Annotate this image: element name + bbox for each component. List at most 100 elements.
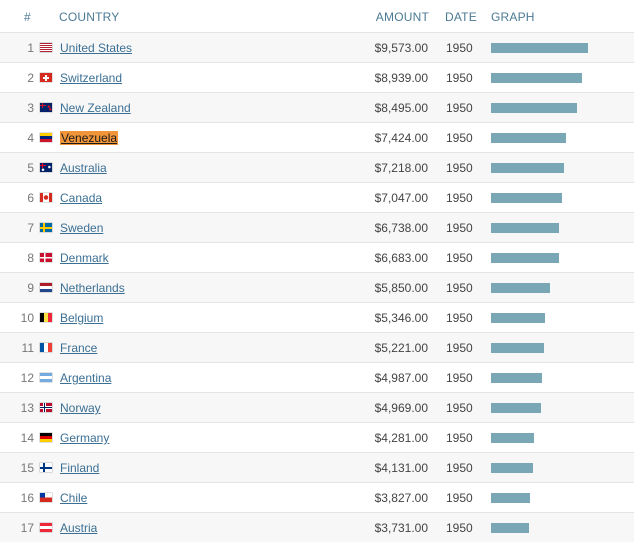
rank-cell: 16	[20, 491, 34, 505]
graph-bar	[491, 253, 559, 263]
country-link[interactable]: United States	[60, 41, 133, 55]
rank-cell: 14	[20, 431, 34, 445]
table-row: 13 Norway $4,969.00 1950	[0, 392, 634, 422]
graph-bar	[491, 373, 542, 383]
amount-cell: $4,969.00	[374, 401, 428, 415]
rank-cell: 2	[27, 71, 34, 85]
amount-cell: $4,281.00	[374, 431, 428, 445]
flag-fr-icon	[40, 343, 52, 352]
country-link[interactable]: Netherlands	[60, 281, 125, 295]
country-link[interactable]: New Zealand	[60, 101, 131, 115]
country-link[interactable]: Finland	[60, 461, 100, 475]
country-link[interactable]: Sweden	[60, 221, 104, 235]
table-row: 1 United States $9,573.00 1950	[0, 32, 634, 62]
rank-cell: 7	[27, 221, 34, 235]
amount-cell: $7,047.00	[374, 191, 428, 205]
graph-bar	[491, 313, 545, 323]
flag-nz-icon	[40, 103, 52, 112]
date-cell: 1950	[446, 281, 473, 295]
graph-bar	[491, 103, 577, 113]
flag-de-icon	[40, 433, 52, 442]
flag-no-icon	[40, 403, 52, 412]
country-link[interactable]: Germany	[60, 431, 110, 445]
country-link[interactable]: Argentina	[60, 371, 112, 385]
header-date[interactable]: DATE	[445, 10, 477, 24]
date-cell: 1950	[446, 311, 473, 325]
graph-bar	[491, 133, 566, 143]
date-cell: 1950	[446, 371, 473, 385]
date-cell: 1950	[446, 101, 473, 115]
flag-cl-icon	[40, 493, 52, 502]
country-link[interactable]: Switzerland	[60, 71, 123, 85]
graph-bar	[491, 493, 530, 503]
table-row: 12 Argentina $4,987.00 1950	[0, 362, 634, 392]
flag-dk-icon	[40, 253, 52, 262]
country-link[interactable]: Chile	[60, 491, 88, 505]
rank-cell: 11	[21, 341, 34, 355]
amount-cell: $7,424.00	[374, 131, 428, 145]
country-link[interactable]: Austria	[60, 521, 98, 535]
table-row: 2 Switzerland $8,939.00 1950	[0, 62, 634, 92]
amount-cell: $4,987.00	[374, 371, 428, 385]
table-body: 1 United States $9,573.00 1950 2 Switzerland $…	[0, 32, 634, 542]
graph-bar	[491, 433, 534, 443]
header-amount[interactable]: AMOUNT	[375, 10, 429, 24]
table-row: 7 Sweden $6,738.00 1950	[0, 212, 634, 242]
graph-bar	[491, 403, 541, 413]
graph-bar	[491, 343, 544, 353]
flag-us-icon	[40, 43, 52, 52]
header-rank[interactable]: #	[24, 10, 31, 24]
graph-bar	[491, 193, 562, 203]
rank-cell: 4	[27, 131, 34, 145]
rank-cell: 8	[27, 251, 34, 265]
country-link[interactable]: Norway	[60, 401, 101, 415]
amount-cell: $5,346.00	[374, 311, 428, 325]
amount-cell: $3,731.00	[374, 521, 428, 535]
flag-nl-icon	[40, 283, 52, 292]
graph-bar	[491, 523, 529, 533]
flag-ca-icon	[40, 193, 52, 202]
flag-ve-icon	[40, 133, 52, 142]
rank-cell: 13	[20, 401, 34, 415]
date-cell: 1950	[446, 221, 473, 235]
country-link[interactable]: Belgium	[60, 311, 104, 325]
table-row: 5 Australia $7,218.00 1950	[0, 152, 634, 182]
amount-cell: $9,573.00	[374, 41, 428, 55]
table-row: 8 Denmark $6,683.00 1950	[0, 242, 634, 272]
flag-au-icon	[40, 163, 52, 172]
table-row: 15 Finland $4,131.00 1950	[0, 452, 634, 482]
amount-cell: $5,850.00	[374, 281, 428, 295]
flag-at-icon	[40, 523, 52, 532]
rank-cell: 12	[20, 371, 34, 385]
amount-cell: $4,131.00	[374, 461, 428, 475]
table-row: 14 Germany $4,281.00 1950	[0, 422, 634, 452]
date-cell: 1950	[446, 161, 473, 175]
date-cell: 1950	[446, 521, 473, 535]
amount-cell: $6,683.00	[374, 251, 428, 265]
date-cell: 1950	[446, 191, 473, 205]
amount-cell: $7,218.00	[374, 161, 428, 175]
country-link[interactable]: Denmark	[60, 251, 109, 265]
country-link[interactable]: Canada	[60, 191, 103, 205]
header-country[interactable]: COUNTRY	[59, 10, 120, 24]
graph-bar	[491, 163, 564, 173]
date-cell: 1950	[446, 431, 473, 445]
amount-cell: $3,827.00	[374, 491, 428, 505]
country-link[interactable]: Venezuela	[60, 131, 119, 145]
table-row: 6 Canada $7,047.00 1950	[0, 182, 634, 212]
country-link[interactable]: Australia	[60, 161, 107, 175]
date-cell: 1950	[446, 41, 473, 55]
rank-cell: 3	[27, 101, 34, 115]
flag-ar-icon	[40, 373, 52, 382]
table-header: # COUNTRY AMOUNT DATE GRAPH	[0, 0, 634, 32]
amount-cell: $6,738.00	[374, 221, 428, 235]
graph-bar	[491, 73, 582, 83]
table-row: 9 Netherlands $5,850.00 1950	[0, 272, 634, 302]
table-row: 3 New Zealand $8,495.00 1950	[0, 92, 634, 122]
country-link[interactable]: France	[60, 341, 98, 355]
graph-bar	[491, 283, 550, 293]
graph-bar	[491, 43, 588, 53]
rank-cell: 10	[20, 311, 34, 325]
header-graph[interactable]: GRAPH	[491, 10, 535, 24]
